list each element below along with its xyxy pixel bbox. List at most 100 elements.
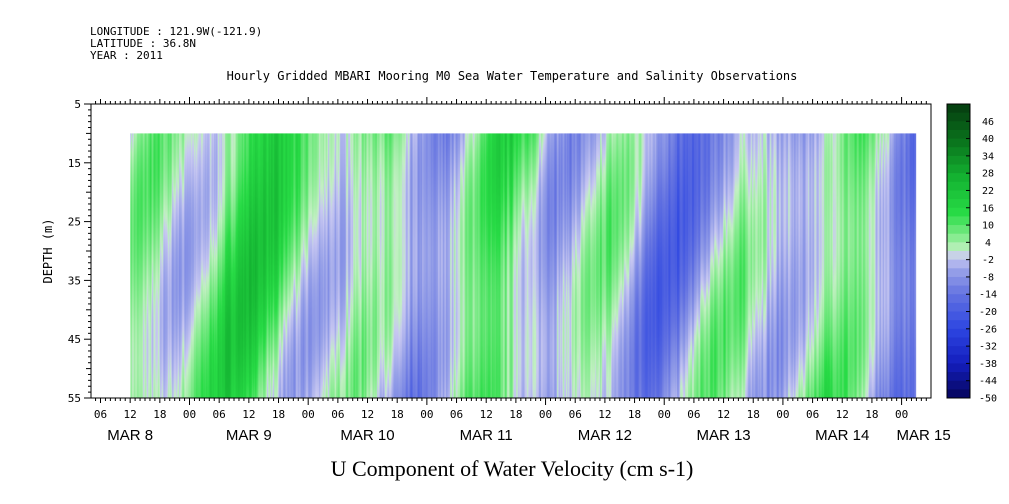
x-hour-label: 18 xyxy=(391,408,404,421)
colorbar-swatch xyxy=(947,354,970,364)
colorbar-swatch xyxy=(947,372,970,382)
colorbar-swatch xyxy=(947,302,970,313)
colorbar: 46 40 34 28 22 16 10 4 -2 -8 -14 -20 -26 -32 -38 -44 -50 xyxy=(946,103,997,405)
x-hour-label: 00 xyxy=(895,408,908,421)
colorbar-swatch xyxy=(947,199,970,209)
x-hour-label: 12 xyxy=(717,408,730,421)
x-hour-label: 06 xyxy=(94,408,107,421)
colorbar-label: -38 xyxy=(979,359,997,370)
x-hour-label: 18 xyxy=(628,408,641,421)
y-axis-label: DEPTH (m) xyxy=(41,218,55,283)
colorbar-label: 4 xyxy=(985,238,991,249)
colorbar-label: -20 xyxy=(979,307,997,318)
x-hour-label: 12 xyxy=(361,408,374,421)
colorbar-label: 34 xyxy=(982,151,994,162)
x-axis: 06 12 18 00 06 12 18 00 06 12 18 00 06 12 18 00 06 12 18 00… xyxy=(94,97,951,444)
colorbar-swatch xyxy=(947,233,970,243)
x-hour-label: 06 xyxy=(450,408,463,421)
colorbar-swatch xyxy=(947,337,970,347)
x-hour-label: 18 xyxy=(865,408,878,421)
y-tick-label: 35 xyxy=(68,274,81,287)
x-hour-label: 06 xyxy=(213,408,226,421)
x-hour-label: 00 xyxy=(776,408,789,421)
colorbar-swatch xyxy=(947,164,970,174)
y-tick-label: 45 xyxy=(68,333,81,346)
colorbar-swatch xyxy=(947,225,970,235)
year-label: YEAR : 2011 xyxy=(90,49,163,62)
x-hour-label: 00 xyxy=(539,408,552,421)
x-hour-label: 06 xyxy=(569,408,582,421)
colorbar-swatch xyxy=(947,104,970,114)
colorbar-label: 10 xyxy=(982,221,994,232)
x-hour-label: 18 xyxy=(153,408,166,421)
x-hour-label: 18 xyxy=(272,408,285,421)
x-hour-label: 12 xyxy=(836,408,849,421)
colorbar-label: -44 xyxy=(979,376,997,387)
colorbar-swatch xyxy=(947,138,970,148)
colorbar-label: -14 xyxy=(979,290,997,301)
colorbar-label: 16 xyxy=(982,203,994,214)
latitude-label: LATITUDE : 36.8N xyxy=(90,37,196,50)
metadata-block: LONGITUDE : 121.9W(-121.9) LATITUDE : 36… xyxy=(90,25,262,62)
colorbar-swatch xyxy=(947,251,970,261)
y-tick-label: 15 xyxy=(68,157,81,170)
colorbar-swatch xyxy=(947,207,970,217)
colorbar-swatch xyxy=(947,181,970,191)
colorbar-label: 28 xyxy=(982,169,994,180)
heatmap-cells xyxy=(130,133,917,399)
x-day-label: MAR 9 xyxy=(226,427,272,444)
x-hour-label: 00 xyxy=(302,408,315,421)
colorbar-swatch xyxy=(947,242,970,252)
x-hour-label: 00 xyxy=(183,408,196,421)
colorbar-swatch xyxy=(947,147,970,157)
colorbar-swatch xyxy=(947,320,970,330)
colorbar-label: 46 xyxy=(982,117,994,128)
x-hour-label: 06 xyxy=(687,408,700,421)
y-tick-label: 55 xyxy=(68,392,81,405)
colorbar-swatch xyxy=(947,380,970,390)
x-day-label: MAR 8 xyxy=(107,427,153,444)
x-day-label: MAR 15 xyxy=(896,427,950,444)
colorbar-label: -32 xyxy=(979,342,997,353)
y-axis: 5 15 25 35 45 55 xyxy=(68,98,91,405)
x-day-label: MAR 12 xyxy=(578,427,632,444)
x-hour-label: 18 xyxy=(747,408,760,421)
colorbar-swatch xyxy=(947,328,970,338)
colorbar-swatch xyxy=(947,190,970,200)
colorbar-label: -50 xyxy=(979,394,997,405)
x-hour-label: 06 xyxy=(331,408,344,421)
chart-title: Hourly Gridded MBARI Mooring M0 Sea Wate… xyxy=(227,69,798,83)
x-hour-label: 06 xyxy=(806,408,819,421)
colorbar-swatch xyxy=(947,389,970,399)
colorbar-swatch xyxy=(947,112,970,122)
colorbar-label: 40 xyxy=(982,134,994,145)
colorbar-swatch xyxy=(947,276,970,287)
colorbar-swatch xyxy=(947,216,970,226)
colorbar-label: -8 xyxy=(982,272,994,283)
x-day-label: MAR 14 xyxy=(815,427,869,444)
x-hour-label: 12 xyxy=(480,408,493,421)
colorbar-swatch xyxy=(947,129,970,140)
colorbar-swatch xyxy=(947,346,970,356)
x-hour-label: 18 xyxy=(509,408,522,421)
x-axis-label: U Component of Water Velocity (cm s-1) xyxy=(331,456,694,481)
x-hour-label: 00 xyxy=(420,408,433,421)
colorbar-swatch xyxy=(947,285,970,295)
colorbar-swatch xyxy=(947,121,970,131)
colorbar-label: -2 xyxy=(982,255,994,266)
colorbar-swatch xyxy=(947,173,970,183)
x-day-label: MAR 11 xyxy=(460,427,513,444)
colorbar-swatch xyxy=(947,363,970,373)
colorbar-label: 22 xyxy=(982,186,994,197)
heatmap-raster xyxy=(130,133,917,399)
colorbar-label: -26 xyxy=(979,324,997,335)
x-hour-label: 12 xyxy=(598,408,611,421)
x-hour-label: 12 xyxy=(242,408,255,421)
x-hour-label: 12 xyxy=(124,408,137,421)
y-tick-label: 25 xyxy=(68,216,81,229)
x-day-label: MAR 13 xyxy=(696,427,750,444)
colorbar-swatch xyxy=(947,311,970,321)
longitude-label: LONGITUDE : 121.9W(-121.9) xyxy=(90,25,262,38)
colorbar-swatch xyxy=(947,155,970,166)
